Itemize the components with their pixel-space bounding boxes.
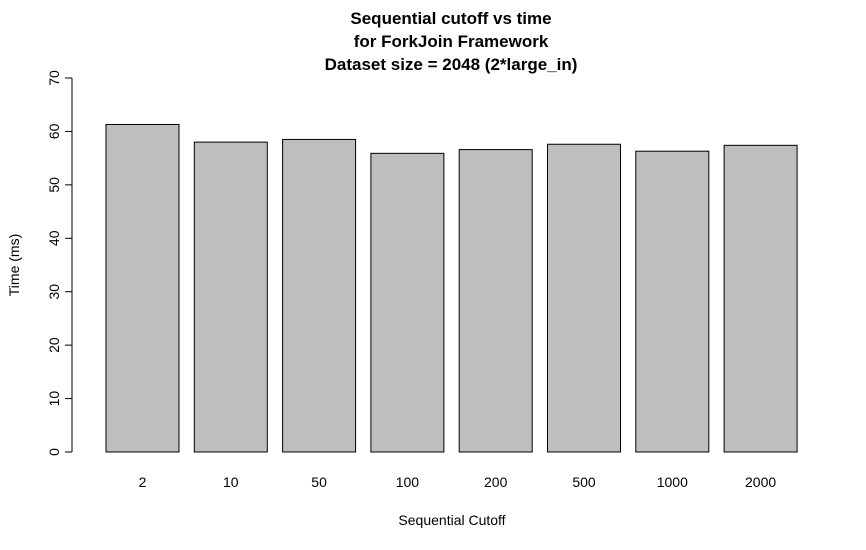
x-axis-tick-label: 200 <box>484 474 508 490</box>
bar-500 <box>547 143 621 453</box>
chart-title-line-3: Dataset size = 2048 (2*large_in) <box>325 55 578 74</box>
y-axis-tick-label: 0 <box>46 448 62 456</box>
y-axis-tick-label: 60 <box>46 123 62 139</box>
bar-200 <box>458 149 533 453</box>
x-axis-tick-label: 50 <box>311 474 327 490</box>
bar-1000 <box>635 150 710 453</box>
y-axis-tick-label: 40 <box>46 230 62 246</box>
x-axis-tick-label: 1000 <box>657 474 688 490</box>
bars <box>105 123 798 453</box>
y-axis: 0 10 20 30 40 50 60 70 <box>46 70 73 456</box>
bar-2 <box>105 123 180 453</box>
x-axis-tick-label: 2000 <box>745 474 776 490</box>
y-axis-tick-label: 50 <box>46 177 62 193</box>
x-axis-tick-label: 500 <box>572 474 596 490</box>
x-axis-tick-label: 2 <box>139 474 147 490</box>
bar-100 <box>370 152 445 453</box>
bar-10 <box>193 141 268 453</box>
y-axis-tick-label: 10 <box>46 391 62 407</box>
y-axis-label: Time (ms) <box>6 234 22 296</box>
x-axis-label: Sequential Cutoff <box>398 512 505 528</box>
y-axis-tick-label: 20 <box>46 337 62 353</box>
bar-2000 <box>723 144 798 453</box>
chart-title: Sequential cutoff vs time for ForkJoin F… <box>325 9 578 74</box>
x-axis-tick-label: 100 <box>396 474 420 490</box>
x-axis-tick-label: 10 <box>223 474 239 490</box>
x-axis-tick-labels: 2 10 50 100 200 500 1000 2000 <box>139 474 777 490</box>
y-axis-tick-label: 70 <box>46 70 62 86</box>
y-axis-tick-label: 30 <box>46 284 62 300</box>
chart-title-line-2: for ForkJoin Framework <box>354 32 549 51</box>
chart-title-line-1: Sequential cutoff vs time <box>350 9 551 28</box>
bar-50 <box>282 138 357 453</box>
